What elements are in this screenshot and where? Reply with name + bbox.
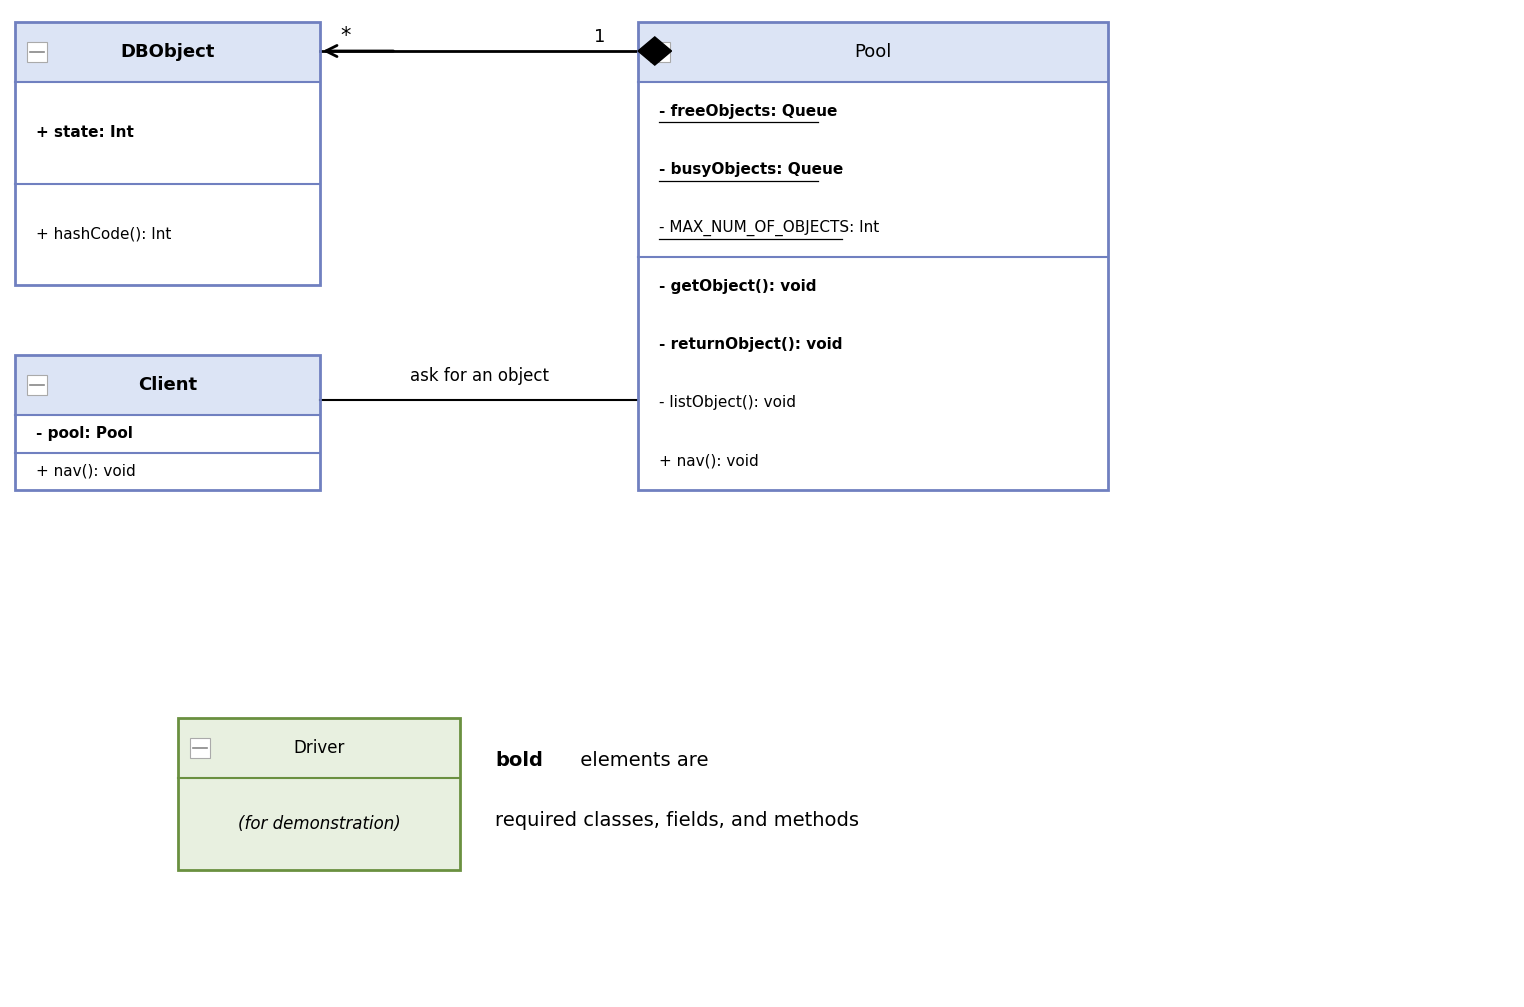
Polygon shape — [639, 37, 672, 65]
Text: + nav(): void: + nav(): void — [660, 453, 759, 468]
Text: - busyObjects: Queue: - busyObjects: Queue — [660, 162, 844, 177]
Text: (for demonstration): (for demonstration) — [238, 815, 401, 833]
Text: Client: Client — [139, 376, 197, 394]
Text: - returnObject(): void: - returnObject(): void — [660, 336, 843, 351]
Polygon shape — [178, 718, 460, 778]
Text: + hashCode(): Int: + hashCode(): Int — [37, 227, 172, 242]
Polygon shape — [639, 82, 1108, 257]
Polygon shape — [190, 738, 210, 758]
Text: - getObject(): void: - getObject(): void — [660, 279, 817, 293]
Text: - listObject(): void: - listObject(): void — [660, 395, 797, 410]
Text: ask for an object: ask for an object — [410, 367, 550, 385]
Polygon shape — [15, 22, 320, 82]
Text: 1: 1 — [594, 28, 605, 46]
Text: - MAX_NUM_OF_OBJECTS: Int: - MAX_NUM_OF_OBJECTS: Int — [660, 220, 879, 236]
Polygon shape — [15, 452, 320, 490]
Text: - pool: Pool: - pool: Pool — [37, 426, 133, 441]
Polygon shape — [27, 375, 47, 395]
Text: Driver: Driver — [293, 739, 344, 757]
Text: bold: bold — [495, 750, 543, 769]
Polygon shape — [27, 42, 47, 62]
Polygon shape — [639, 257, 1108, 490]
Text: DBObject: DBObject — [120, 43, 215, 61]
Polygon shape — [15, 355, 320, 415]
Text: *: * — [340, 26, 351, 46]
Text: + nav(): void: + nav(): void — [37, 464, 136, 478]
Polygon shape — [651, 42, 671, 62]
Polygon shape — [15, 183, 320, 285]
Text: Pool: Pool — [855, 43, 892, 61]
Polygon shape — [15, 415, 320, 452]
Polygon shape — [178, 778, 460, 870]
Text: + state: Int: + state: Int — [37, 125, 134, 140]
Text: - freeObjects: Queue: - freeObjects: Queue — [660, 104, 838, 119]
Polygon shape — [639, 22, 1108, 82]
Text: elements are: elements are — [575, 750, 709, 769]
Text: required classes, fields, and methods: required classes, fields, and methods — [495, 811, 860, 830]
Polygon shape — [15, 82, 320, 183]
